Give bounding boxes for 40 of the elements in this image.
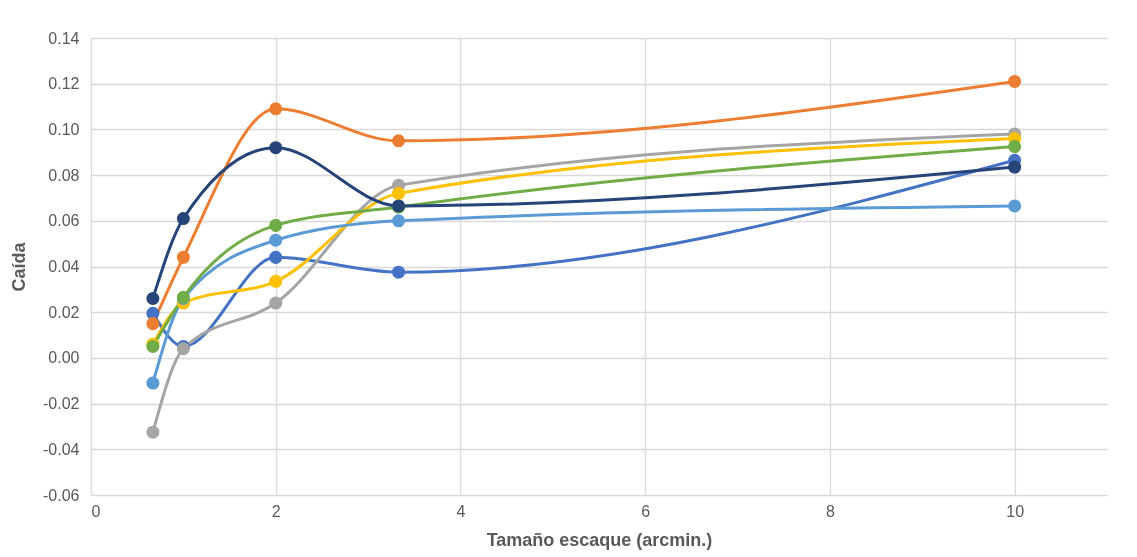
y-tick-label: 0.14 (48, 29, 80, 47)
y-tick-label: -0.04 (43, 440, 80, 458)
point (1008, 199, 1022, 213)
point (392, 134, 406, 148)
x-tick-label: 2 (271, 502, 281, 520)
point (146, 425, 160, 439)
point (269, 102, 283, 116)
x-tick-label: 0 (91, 502, 101, 520)
point (269, 296, 283, 310)
point (146, 376, 160, 390)
x-tick-label: 6 (641, 502, 651, 520)
point (269, 274, 283, 288)
x-tick-label: 8 (825, 502, 835, 520)
point (146, 317, 160, 331)
point (269, 233, 283, 247)
point (176, 212, 190, 226)
point (392, 214, 406, 228)
point (1008, 140, 1022, 154)
y-tick-label: 0.08 (48, 166, 80, 184)
point (269, 218, 283, 232)
x-axis-title: Tamaño escaque (arcmin.) (486, 529, 713, 550)
point (176, 250, 190, 264)
x-tick-label: 10 (1006, 502, 1025, 520)
y-tick-label: -0.02 (43, 395, 80, 413)
y-tick-label: 0.06 (48, 212, 80, 230)
point (392, 186, 406, 200)
point (1008, 74, 1022, 88)
y-tick-label: 0.00 (48, 349, 80, 367)
x-tick-label: 4 (456, 502, 466, 520)
y-axis-title: Caída (9, 241, 30, 292)
y-tick-label: 0.12 (48, 75, 80, 93)
point (1008, 160, 1022, 174)
y-tick-label: 0.10 (48, 120, 80, 138)
point (269, 250, 283, 264)
y-tick-label: -0.06 (43, 486, 80, 504)
point (392, 265, 406, 279)
point (146, 291, 160, 305)
point (269, 141, 283, 155)
y-tick-label: 0.02 (48, 303, 80, 321)
y-tick-label: 0.04 (48, 258, 80, 275)
